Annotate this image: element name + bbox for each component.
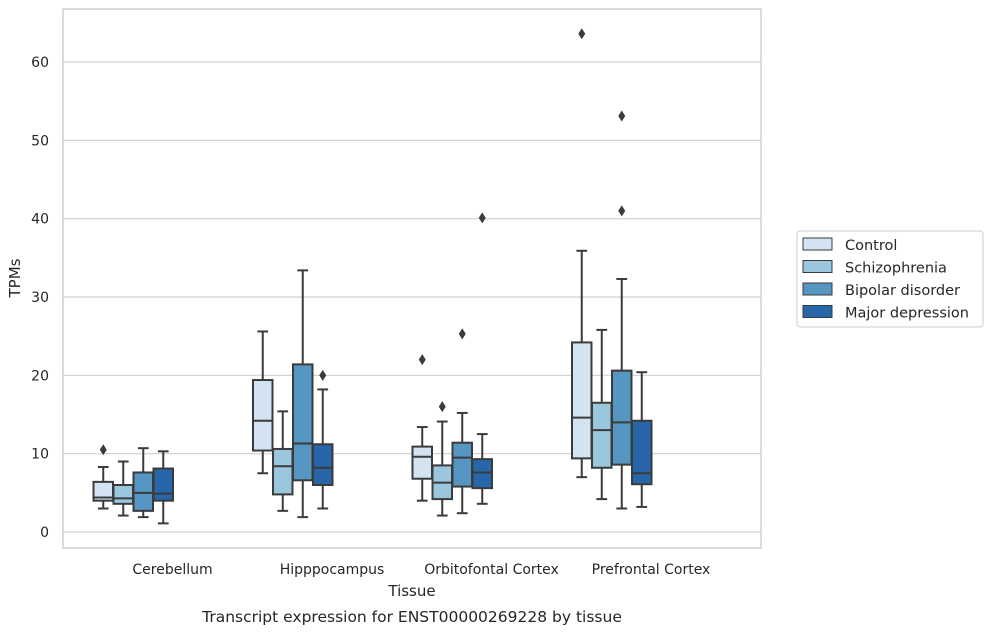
x-tick-label: Prefrontal Cortex (592, 562, 711, 578)
legend-label: Major depression (845, 306, 969, 322)
box (571, 341, 593, 460)
box-group (112, 460, 134, 517)
box (451, 441, 473, 488)
outlier-point (438, 401, 446, 413)
x-tick-label: Cerebellum (132, 562, 212, 578)
plot-area-frame (62, 8, 762, 549)
y-tick-label: 60 (31, 55, 49, 71)
box (272, 447, 294, 496)
legend-label: Control (845, 238, 897, 254)
box-plots (92, 28, 653, 525)
legend-label: Schizophrenia (845, 261, 947, 277)
box-group (571, 28, 593, 479)
box-group (451, 328, 473, 515)
box-group (411, 354, 433, 502)
legend: Control Schizophrenia Bipolar disorder Majo… (796, 230, 984, 328)
gridlines (63, 61, 761, 533)
legend-swatch (802, 282, 833, 296)
box-group (92, 444, 114, 510)
outlier-point (319, 369, 327, 381)
box-group (431, 401, 453, 517)
y-tick-label: 10 (31, 447, 49, 463)
box-group (272, 410, 294, 512)
box (132, 471, 154, 512)
outlier-point (458, 328, 466, 340)
box (312, 443, 334, 486)
box-group (252, 330, 274, 475)
box-group (152, 450, 174, 525)
x-axis-ticks: Cerebellum Hipppocampus Orbitofontal Corte… (132, 562, 710, 578)
y-tick-label: 0 (40, 525, 49, 541)
legend-swatch (802, 305, 833, 318)
x-axis-label: Tissue (387, 582, 435, 600)
box (631, 419, 653, 486)
box (112, 484, 134, 505)
outlier-point (618, 110, 626, 122)
box (591, 401, 613, 469)
outlier-point (99, 444, 107, 456)
box-group (471, 212, 493, 505)
y-axis-ticks: 0 10 20 30 40 50 60 (31, 55, 49, 541)
y-tick-label: 30 (31, 290, 49, 306)
legend-frame (796, 230, 984, 328)
outlier-point (578, 28, 586, 40)
y-axis-label: TPMs (6, 258, 24, 298)
box-group (631, 371, 653, 508)
outlier-point (618, 205, 626, 217)
x-tick-label: Hipppocampus (280, 562, 385, 578)
box-group (292, 269, 314, 519)
box (471, 458, 493, 490)
box (292, 363, 314, 482)
legend-swatch (802, 260, 833, 273)
box (252, 379, 274, 452)
box (611, 369, 633, 466)
legend-swatch (802, 237, 833, 251)
chart-caption: Transcript expression for ENST0000026922… (201, 608, 622, 626)
x-tick-label: Orbitofontal Cortex (424, 562, 559, 578)
legend-label: Bipolar disorder (845, 283, 960, 299)
box-group (591, 328, 613, 501)
y-tick-label: 50 (31, 133, 49, 149)
y-tick-label: 20 (31, 368, 49, 384)
y-tick-label: 40 (31, 212, 49, 228)
box-group (132, 447, 154, 519)
box-group (611, 110, 633, 510)
box (152, 467, 174, 502)
outlier-point (478, 212, 486, 224)
box-group (312, 369, 334, 510)
outlier-point (418, 354, 426, 366)
box (411, 445, 433, 480)
